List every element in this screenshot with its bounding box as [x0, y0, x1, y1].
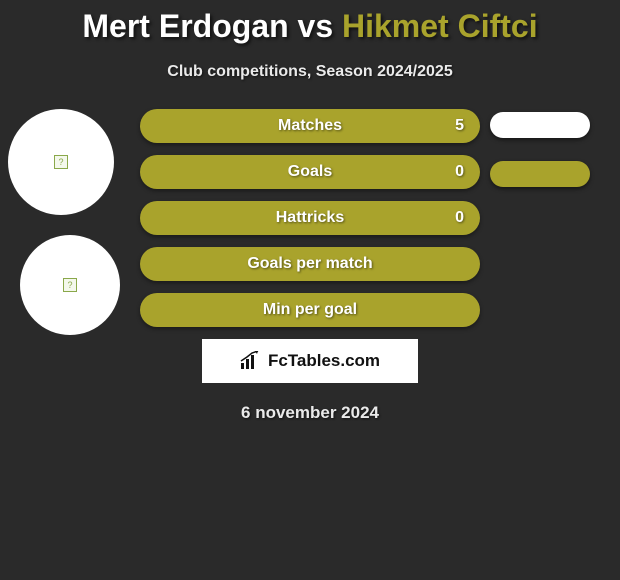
- stat-label: Goals: [156, 163, 464, 181]
- legend-pill-white: [490, 112, 590, 138]
- branding-text: FcTables.com: [268, 351, 380, 371]
- stat-row-goals-per-match: Goals per match: [140, 247, 480, 281]
- stat-label: Hattricks: [156, 209, 464, 227]
- stat-label: Min per goal: [156, 301, 464, 319]
- stat-value: 0: [455, 163, 464, 181]
- player2-avatar-placeholder-icon: ?: [63, 278, 77, 292]
- player1-name: Mert Erdogan: [82, 8, 288, 44]
- page-title: Mert Erdogan vs Hikmet Ciftci: [0, 0, 620, 45]
- player1-avatar-placeholder-icon: ?: [54, 155, 68, 169]
- stat-row-matches: Matches 5: [140, 109, 480, 143]
- chart-icon: [240, 351, 262, 371]
- vs-text: vs: [298, 8, 334, 44]
- branding-box: FcTables.com: [202, 339, 418, 383]
- player1-avatar: ?: [8, 109, 114, 215]
- player2-avatar: ?: [20, 235, 120, 335]
- player2-name: Hikmet Ciftci: [342, 8, 538, 44]
- stat-label: Matches: [156, 117, 464, 135]
- legend-pill-olive: [490, 161, 590, 187]
- content-area: ? ? Matches 5 Goals 0 Hattricks 0 Goals …: [0, 109, 620, 327]
- stat-row-min-per-goal: Min per goal: [140, 293, 480, 327]
- date-text: 6 november 2024: [0, 403, 620, 423]
- stats-rows: Matches 5 Goals 0 Hattricks 0 Goals per …: [140, 109, 480, 327]
- stat-row-hattricks: Hattricks 0: [140, 201, 480, 235]
- stat-value: 0: [455, 209, 464, 227]
- stat-value: 5: [455, 117, 464, 135]
- stat-row-goals: Goals 0: [140, 155, 480, 189]
- subtitle: Club competitions, Season 2024/2025: [0, 63, 620, 81]
- stat-label: Goals per match: [156, 255, 464, 273]
